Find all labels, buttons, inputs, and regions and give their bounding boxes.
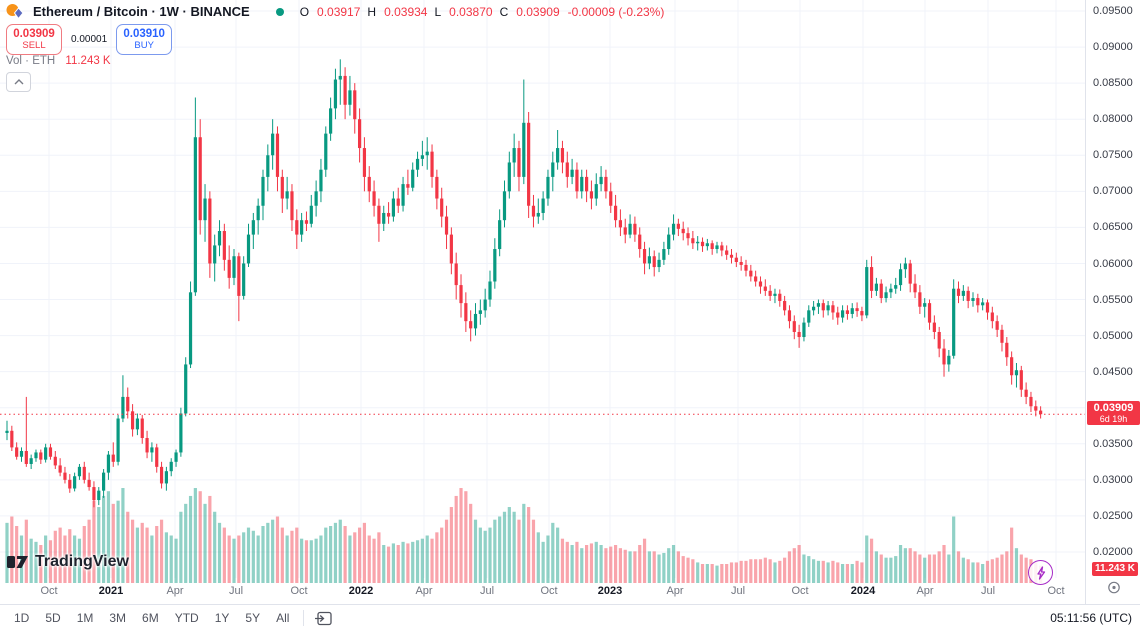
ohlc-value: 0.03917 xyxy=(317,4,361,19)
time-tick-label: 2021 xyxy=(98,585,124,597)
symbol-title[interactable]: Ethereum / Bitcoin · 1W · BINANCE xyxy=(33,4,250,19)
price-tick-label: 0.02500 xyxy=(1093,509,1133,522)
time-tick-label: Oct xyxy=(40,585,58,597)
clock-utc[interactable]: 05:11:56 (UTC) xyxy=(1050,611,1132,625)
range-button-5y[interactable]: 5Y xyxy=(245,611,261,625)
ohlc-key: H xyxy=(367,4,377,19)
sell-button[interactable]: 0.03909 SELL xyxy=(6,24,62,55)
ohlc-value: 0.03870 xyxy=(449,4,493,19)
price-tick-label: 0.03500 xyxy=(1093,437,1133,450)
time-tick-label: Apr xyxy=(916,585,934,597)
buy-button[interactable]: 0.03910 BUY xyxy=(116,24,173,55)
candlestick-chart[interactable] xyxy=(0,0,1085,604)
time-tick-label: Oct xyxy=(791,585,809,597)
time-tick-label: Apr xyxy=(415,585,433,597)
go-to-date-button[interactable] xyxy=(312,608,335,629)
range-button-1y[interactable]: 1Y xyxy=(214,611,230,625)
spread-value: 0.00001 xyxy=(71,34,108,45)
range-button-ytd[interactable]: YTD xyxy=(174,611,199,625)
price-tick-label: 0.09000 xyxy=(1093,41,1133,54)
range-button-6m[interactable]: 6M xyxy=(142,611,159,625)
buy-label: BUY xyxy=(134,39,154,51)
collapse-legend-button[interactable] xyxy=(6,72,31,92)
price-tick-label: 0.06500 xyxy=(1093,221,1133,234)
market-status-icon[interactable] xyxy=(275,7,284,16)
toolbar-divider xyxy=(303,610,305,626)
time-tick-label: Oct xyxy=(290,585,308,597)
range-button-all[interactable]: All xyxy=(276,611,290,625)
price-tick-label: 0.07000 xyxy=(1093,185,1133,198)
time-tick-label: 2024 xyxy=(850,585,876,597)
ohlc-value: 0.03934 xyxy=(384,4,428,19)
volume-label: Vol · ETH xyxy=(6,55,56,67)
tradingview-text: TradingView xyxy=(35,553,129,570)
price-tick-label: 0.07500 xyxy=(1093,149,1133,162)
calendar-arrow-icon xyxy=(315,611,333,625)
time-tick-label: Jul xyxy=(730,585,746,597)
order-panel: 0.03909 SELL 0.00001 0.03910 BUY xyxy=(6,24,173,55)
ohlc-key: C xyxy=(499,4,509,19)
sell-price: 0.03909 xyxy=(13,27,55,40)
lightning-icon xyxy=(1036,565,1045,580)
range-button-5d[interactable]: 5D xyxy=(45,611,61,625)
time-tick-label: Apr xyxy=(166,585,184,597)
time-tick-label: Jul xyxy=(479,585,495,597)
bottom-toolbar: 1D 5D 1M 3M 6M YTD 1Y 5Y All 05:11:56 (UTC) xyxy=(0,604,1140,631)
ohlc-values: O 0.03917 H 0.03934 L 0.03870 C 0.03909 xyxy=(300,5,560,19)
pair-logo-icon xyxy=(6,3,25,20)
price-tick-label: 0.03000 xyxy=(1093,473,1133,486)
ohlc-key: O xyxy=(299,4,310,19)
tradingview-logo[interactable]: TradingView xyxy=(7,553,129,571)
axis-settings-button[interactable] xyxy=(1106,580,1121,600)
price-tick-label: 0.09500 xyxy=(1093,5,1133,17)
price-axis[interactable]: 0.03909 6d 19h 11.243 K 0.09500 0.09000 0.… xyxy=(1085,0,1140,604)
time-tick-label: Oct xyxy=(1047,585,1065,597)
price-tick-label: 0.08500 xyxy=(1093,77,1133,90)
time-tick-label: Jul xyxy=(228,585,244,597)
range-controls: 1D 5D 1M 3M 6M YTD 1Y 5Y All xyxy=(8,608,335,629)
buy-price: 0.03910 xyxy=(123,27,165,40)
time-tick-label: Oct xyxy=(540,585,558,597)
ohlc-key: L xyxy=(434,4,442,19)
range-button-3m[interactable]: 3M xyxy=(109,611,127,625)
range-button-1d[interactable]: 1D xyxy=(14,611,30,625)
sell-label: SELL xyxy=(22,39,46,51)
chevron-up-icon xyxy=(14,79,23,85)
time-tick-label: 2023 xyxy=(597,585,623,597)
time-axis[interactable]: Oct 2021 Apr Jul Oct 2022 Apr Jul Oct 2023 Apr Jul O… xyxy=(0,581,1085,603)
tradingview-mark-icon xyxy=(7,556,28,568)
price-tick-label: 0.05500 xyxy=(1093,293,1133,306)
time-tick-label: Apr xyxy=(666,585,684,597)
price-tick-label: 0.06000 xyxy=(1093,257,1133,270)
time-tick-label: 2022 xyxy=(348,585,374,597)
price-change: -0.00009 (-0.23%) xyxy=(567,4,665,19)
chart-legend: Ethereum / Bitcoin · 1W · BINANCE O 0.039… xyxy=(6,3,664,20)
volume-legend: Vol · ETH 11.243 K xyxy=(6,55,111,67)
current-volume-label: 11.243 K xyxy=(1092,562,1138,576)
price-tick-label: 0.04500 xyxy=(1093,365,1133,378)
price-tick-label: 0.05000 xyxy=(1093,329,1133,342)
volume-value: 11.243 K xyxy=(65,55,111,67)
gear-icon xyxy=(1107,581,1120,594)
instant-trading-button[interactable] xyxy=(1028,560,1053,585)
current-price-label: 0.03909 6d 19h xyxy=(1087,401,1140,425)
range-buttons: 1D 5D 1M 3M 6M YTD 1Y 5Y All xyxy=(8,609,295,627)
current-price-value: 0.03909 xyxy=(1093,402,1134,414)
ohlc-value: 0.03909 xyxy=(516,4,560,19)
range-button-1m[interactable]: 1M xyxy=(76,611,94,625)
price-tick-label: 0.08000 xyxy=(1093,113,1133,126)
time-tick-label: Jul xyxy=(980,585,996,597)
chart-pane[interactable]: Ethereum / Bitcoin · 1W · BINANCE O 0.039… xyxy=(0,0,1085,604)
bar-countdown: 6d 19h xyxy=(1099,414,1128,424)
price-tick-label: 0.02000 xyxy=(1093,546,1133,558)
